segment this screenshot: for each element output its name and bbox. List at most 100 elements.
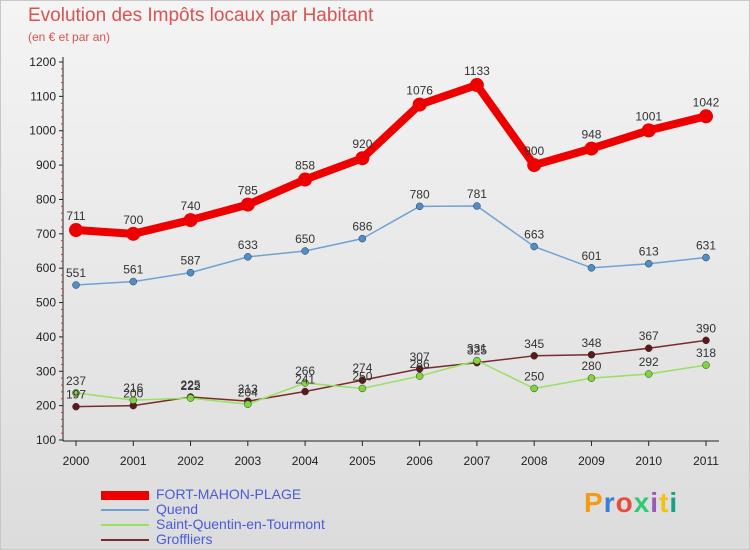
- data-point: [702, 336, 710, 345]
- data-point: [641, 123, 656, 138]
- y-tick-label: 700: [36, 227, 56, 241]
- data-point: [355, 151, 370, 166]
- data-point: [129, 277, 138, 286]
- y-tick-label: 600: [36, 261, 56, 275]
- x-tick-label: 2000: [63, 454, 90, 468]
- x-tick-label: 2008: [521, 454, 548, 468]
- data-point: [527, 158, 542, 173]
- data-point: [358, 384, 367, 393]
- data-point: [72, 402, 80, 411]
- logo-letter: i: [669, 487, 679, 518]
- logo-letter: i: [650, 487, 660, 518]
- data-label: 225: [181, 378, 201, 392]
- data-point: [530, 384, 538, 393]
- data-point: [69, 223, 83, 238]
- x-tick-label: 2006: [406, 454, 433, 468]
- data-label: 587: [181, 254, 201, 268]
- proxiti-logo: Proxiti: [584, 487, 678, 519]
- legend-label: Quend: [156, 501, 199, 517]
- data-label: 561: [123, 263, 143, 277]
- legend-label: FORT-MAHON-PLAGE: [156, 486, 302, 502]
- data-point: [473, 356, 481, 365]
- x-tick-label: 2004: [292, 454, 319, 468]
- data-label: 286: [410, 357, 430, 371]
- series-line-3: [75, 339, 707, 408]
- y-tick-label: 100: [36, 433, 56, 447]
- data-label: 213: [238, 382, 258, 396]
- data-label: 266: [295, 364, 315, 378]
- x-tick-label: 2010: [635, 454, 662, 468]
- data-point: [298, 172, 313, 187]
- data-label: 613: [639, 245, 659, 259]
- x-tick-label: 2002: [177, 454, 204, 468]
- data-point: [587, 374, 596, 382]
- data-point: [301, 387, 309, 396]
- data-label: 197: [66, 388, 86, 402]
- data-point: [72, 389, 80, 397]
- data-point: [530, 242, 538, 251]
- data-point: [702, 361, 710, 369]
- data-point: [126, 226, 141, 241]
- data-label: 858: [295, 159, 315, 173]
- data-point: [301, 379, 309, 387]
- data-label: 250: [524, 369, 544, 383]
- data-label: 601: [581, 249, 601, 263]
- chart-title: Evolution des Impôts locaux par Habitant: [28, 5, 374, 26]
- data-label: 367: [639, 329, 659, 343]
- data-label: 241: [295, 373, 315, 387]
- y-tick-label: 1100: [30, 89, 56, 103]
- data-point: [587, 351, 596, 359]
- data-label: 318: [696, 346, 716, 360]
- data-point: [584, 141, 599, 156]
- data-label: 390: [696, 321, 716, 335]
- data-point: [415, 202, 424, 211]
- data-point: [183, 213, 198, 228]
- data-point: [244, 253, 252, 261]
- legend-label: Groffliers: [156, 531, 213, 547]
- data-point: [644, 370, 653, 378]
- series-line-2: [75, 359, 707, 406]
- y-tick-label: 900: [36, 158, 56, 172]
- y-tick-label: 1200: [29, 55, 56, 69]
- data-label: 222: [181, 379, 201, 393]
- data-point: [186, 268, 195, 277]
- data-label: 1076: [406, 84, 433, 98]
- data-point: [72, 281, 80, 289]
- chart-subtitle: (en € et par an): [28, 30, 111, 44]
- logo-letter: P: [584, 487, 604, 518]
- data-point: [473, 202, 481, 210]
- x-tick-label: 2007: [464, 454, 491, 468]
- data-label: 785: [238, 184, 258, 198]
- data-point: [702, 253, 710, 262]
- data-label: 948: [581, 128, 601, 142]
- legend-swatch: [101, 524, 149, 526]
- data-point: [358, 376, 367, 384]
- data-label: 216: [123, 381, 143, 395]
- y-tick-label: 500: [36, 296, 56, 310]
- data-label: 711: [66, 209, 85, 223]
- y-tick-label: 300: [36, 364, 56, 378]
- data-point: [644, 344, 653, 352]
- data-point: [301, 247, 309, 255]
- data-label: 551: [66, 266, 86, 280]
- data-label: 1133: [464, 64, 490, 78]
- data-label: 1001: [635, 109, 662, 123]
- data-label: 631: [696, 239, 716, 253]
- data-label: 345: [524, 337, 544, 351]
- data-label: 900: [524, 144, 544, 158]
- data-label: 307: [410, 350, 430, 364]
- logo-letter: x: [633, 487, 651, 518]
- data-point: [644, 259, 653, 268]
- data-label: 292: [639, 355, 659, 369]
- legend-label: Saint-Quentin-en-Tourmont: [156, 516, 325, 532]
- data-point: [415, 372, 424, 380]
- x-tick-label: 2001: [120, 454, 147, 468]
- data-label: 686: [352, 220, 372, 234]
- y-tick-label: 200: [36, 399, 56, 413]
- data-point: [358, 234, 367, 243]
- data-point: [240, 197, 255, 212]
- data-label: 650: [295, 232, 315, 246]
- data-point: [412, 97, 427, 112]
